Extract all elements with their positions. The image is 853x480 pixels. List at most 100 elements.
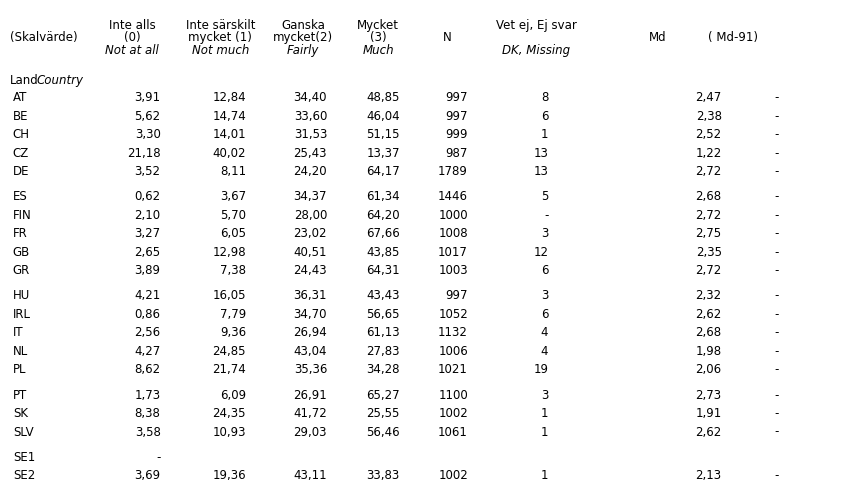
Text: -: - [774,128,778,141]
Text: 25,43: 25,43 [293,146,327,160]
Text: 1061: 1061 [438,425,467,439]
Text: 999: 999 [445,128,467,141]
Text: 29,03: 29,03 [293,425,327,439]
Text: 21,74: 21,74 [212,363,246,376]
Text: 2,35: 2,35 [695,246,721,259]
Text: 28,00: 28,00 [293,209,327,222]
Text: 2,62: 2,62 [694,308,721,321]
Text: 3,30: 3,30 [135,128,160,141]
Text: -: - [774,246,778,259]
Text: 26,94: 26,94 [293,326,327,339]
Text: GB: GB [13,246,30,259]
Text: 987: 987 [445,146,467,160]
Text: 12: 12 [532,246,548,259]
Text: -: - [774,469,778,480]
Text: FR: FR [13,228,27,240]
Text: 19: 19 [532,363,548,376]
Text: 27,83: 27,83 [366,345,399,358]
Text: 6: 6 [540,264,548,277]
Text: 7,79: 7,79 [219,308,246,321]
Text: -: - [774,363,778,376]
Text: 2,75: 2,75 [694,228,721,240]
Text: (0): (0) [124,31,141,44]
Text: 61,34: 61,34 [366,190,399,204]
Text: CZ: CZ [13,146,29,160]
Text: HU: HU [13,289,30,302]
Text: 41,72: 41,72 [293,407,327,420]
Text: mycket (1): mycket (1) [189,31,252,44]
Text: -: - [774,308,778,321]
Text: 1000: 1000 [438,209,467,222]
Text: 7,38: 7,38 [220,264,246,277]
Text: 25,55: 25,55 [366,407,399,420]
Text: NL: NL [13,345,28,358]
Text: DK, Missing: DK, Missing [502,44,570,57]
Text: 4: 4 [540,345,548,358]
Text: (3): (3) [369,31,386,44]
Text: GR: GR [13,264,30,277]
Text: -: - [774,190,778,204]
Text: 64,20: 64,20 [366,209,399,222]
Text: 2,06: 2,06 [694,363,721,376]
Text: 1100: 1100 [438,389,467,402]
Text: 33,83: 33,83 [366,469,399,480]
Text: 9,36: 9,36 [219,326,246,339]
Text: 24,20: 24,20 [293,165,327,178]
Text: Much: Much [362,44,394,57]
Text: 13,37: 13,37 [366,146,399,160]
Text: Not at all: Not at all [106,44,159,57]
Text: Md: Md [648,31,665,44]
Text: 997: 997 [445,91,467,104]
Text: 2,62: 2,62 [694,425,721,439]
Text: 2,72: 2,72 [694,209,721,222]
Text: SE1: SE1 [13,451,35,464]
Text: 2,68: 2,68 [694,326,721,339]
Text: 34,40: 34,40 [293,91,327,104]
Text: 8,62: 8,62 [134,363,160,376]
Text: 1021: 1021 [438,363,467,376]
Text: 5,70: 5,70 [220,209,246,222]
Text: 64,17: 64,17 [365,165,399,178]
Text: SLV: SLV [13,425,33,439]
Text: 34,70: 34,70 [293,308,327,321]
Text: 3,52: 3,52 [135,165,160,178]
Text: 3,89: 3,89 [135,264,160,277]
Text: 1: 1 [540,128,548,141]
Text: 5: 5 [540,190,548,204]
Text: 997: 997 [445,289,467,302]
Text: 3: 3 [540,389,548,402]
Text: 24,35: 24,35 [212,407,246,420]
Text: -: - [774,345,778,358]
Text: 43,43: 43,43 [366,289,399,302]
Text: IRL: IRL [13,308,31,321]
Text: 2,32: 2,32 [694,289,721,302]
Text: BE: BE [13,109,28,123]
Text: 13: 13 [533,165,548,178]
Text: SE2: SE2 [13,469,35,480]
Text: 14,74: 14,74 [212,109,246,123]
Text: 51,15: 51,15 [366,128,399,141]
Text: 2,68: 2,68 [694,190,721,204]
Text: DE: DE [13,165,29,178]
Text: 43,85: 43,85 [366,246,399,259]
Text: 40,51: 40,51 [293,246,327,259]
Text: 6: 6 [540,109,548,123]
Text: FIN: FIN [13,209,32,222]
Text: -: - [774,289,778,302]
Text: -: - [774,264,778,277]
Text: 56,65: 56,65 [366,308,399,321]
Text: 21,18: 21,18 [127,146,160,160]
Text: Land: Land [10,74,39,87]
Text: -: - [774,228,778,240]
Text: 64,31: 64,31 [366,264,399,277]
Text: IT: IT [13,326,23,339]
Text: -: - [774,389,778,402]
Text: 26,91: 26,91 [293,389,327,402]
Text: 13: 13 [533,146,548,160]
Text: Country: Country [37,74,84,87]
Text: 8: 8 [540,91,548,104]
Text: 3,69: 3,69 [134,469,160,480]
Text: 4,27: 4,27 [134,345,160,358]
Text: 1: 1 [540,425,548,439]
Text: 23,02: 23,02 [293,228,327,240]
